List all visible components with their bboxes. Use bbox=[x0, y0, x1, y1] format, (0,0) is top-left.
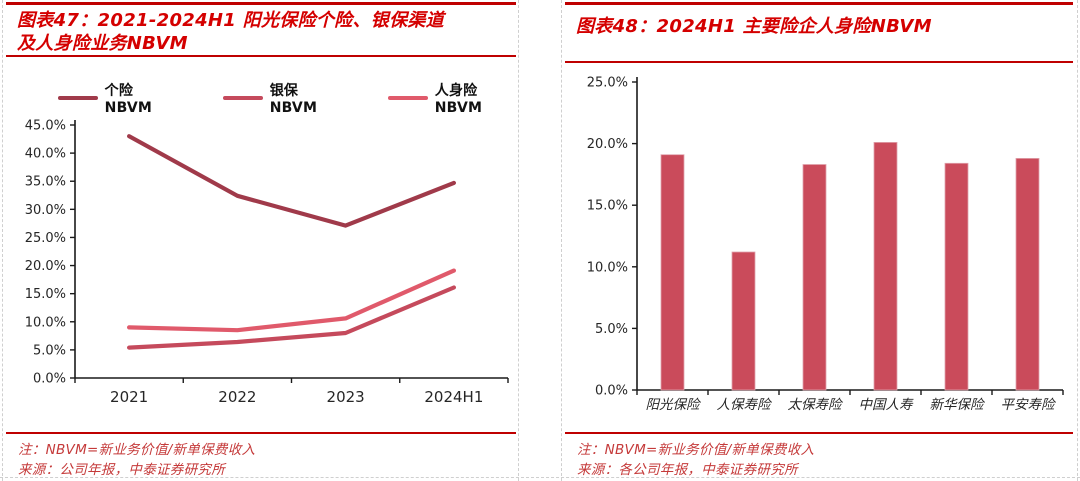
legend-label: 银保NBVM bbox=[269, 83, 318, 116]
legend-label: 个险NBVM bbox=[104, 83, 153, 116]
bar-4 bbox=[944, 162, 969, 391]
bar-1 bbox=[731, 251, 756, 391]
note-text: 注：NBVM=新业务价值/新单保费收入 bbox=[18, 442, 256, 458]
grid-guide-right bbox=[1077, 0, 1078, 481]
legend-line-swatch bbox=[223, 96, 263, 100]
x-tick-label: 平安寿险 bbox=[1001, 397, 1056, 413]
y-tick-label: 0.0% bbox=[33, 372, 66, 387]
figure-48-panel: 图表48：2024H1 主要险企人身险NBVM 0.0% 5.0% 10.0% 15.… bbox=[565, 0, 1073, 478]
x-tick-label: 新华保险 bbox=[930, 397, 985, 413]
y-tick-label: 20.0% bbox=[25, 259, 66, 274]
figure-47-title: 图表47：2021-2024H1 阳光保险个险、银保渠道 及人身险业务NBVM bbox=[17, 9, 510, 55]
y-tick-label: 10.0% bbox=[587, 260, 628, 275]
y-tick-label: 25.0% bbox=[25, 231, 66, 246]
legend-label: 人身险NBVM bbox=[434, 83, 483, 116]
grid-guide-left bbox=[2, 0, 3, 481]
series-line-1 bbox=[126, 285, 456, 350]
bar-0 bbox=[660, 154, 685, 391]
y-tick-label: 5.0% bbox=[33, 343, 66, 358]
source-text: 来源：各公司年报，中泰证券研究所 bbox=[577, 462, 798, 478]
legend-item-1: 银保NBVM bbox=[223, 80, 338, 116]
y-tick-label: 25.0% bbox=[587, 76, 628, 91]
chart-legend: 个险NBVM 银保NBVM 人身险NBVM bbox=[58, 80, 516, 116]
legend-line-swatch bbox=[388, 96, 428, 100]
figure-47-title-line2: 及人身险业务NBVM bbox=[17, 33, 188, 54]
x-tick-label: 太保寿险 bbox=[788, 397, 843, 413]
legend-item-2: 人身险NBVM bbox=[388, 80, 516, 116]
y-tick-label: 45.0% bbox=[25, 119, 66, 134]
x-tick-label: 人保寿险 bbox=[717, 397, 772, 413]
y-tick-label: 0.0% bbox=[595, 384, 628, 399]
x-tick-label: 2023 bbox=[327, 388, 365, 406]
title-underline-rule bbox=[6, 55, 516, 57]
figure-48-title: 图表48：2024H1 主要险企人身险NBVM bbox=[576, 15, 1067, 38]
note-divider-rule bbox=[565, 432, 1073, 434]
x-tick-label: 2022 bbox=[218, 388, 256, 406]
grid-guide-bottom bbox=[0, 477, 1080, 478]
grid-guide-mid-1 bbox=[518, 0, 519, 481]
panel-top-rule bbox=[565, 2, 1073, 5]
y-tick-label: 40.0% bbox=[25, 147, 66, 162]
y-tick-label: 15.0% bbox=[587, 199, 628, 214]
bar-5 bbox=[1015, 158, 1040, 391]
note-divider-rule bbox=[6, 432, 516, 434]
y-tick-label: 35.0% bbox=[25, 175, 66, 190]
x-tick-label: 2021 bbox=[110, 388, 148, 406]
x-tick-label: 2024H1 bbox=[424, 388, 483, 406]
line-chart-figure-47: 0.0% 5.0% 10.0% 15.0% 20.0% 25.0% 30.0% 35.0% 40… bbox=[25, 119, 509, 406]
y-tick-label: 30.0% bbox=[25, 203, 66, 218]
source-text: 来源：公司年报，中泰证券研究所 bbox=[18, 462, 225, 478]
bar-chart-figure-48: 0.0% 5.0% 10.0% 15.0% 20.0% 25.0% 阳光保险 人保寿险 太保寿险… bbox=[587, 76, 1064, 413]
figure-47-title-line1: 图表47：2021-2024H1 阳光保险个险、银保渠道 bbox=[17, 10, 444, 31]
bar-3 bbox=[873, 142, 898, 391]
grid-guide-mid-2 bbox=[561, 0, 562, 481]
x-tick-label: 中国人寿 bbox=[859, 397, 914, 413]
y-tick-label: 5.0% bbox=[595, 322, 628, 337]
figure-47-panel: 图表47：2021-2024H1 阳光保险个险、银保渠道 及人身险业务NBVM … bbox=[6, 0, 516, 478]
series-line-2 bbox=[126, 268, 456, 333]
legend-line-swatch bbox=[58, 96, 98, 100]
note-text: 注：NBVM=新业务价值/新单保费收入 bbox=[577, 442, 815, 458]
legend-item-0: 个险NBVM bbox=[58, 80, 173, 116]
bar-2 bbox=[802, 164, 827, 391]
y-tick-label: 15.0% bbox=[25, 287, 66, 302]
y-tick-label: 10.0% bbox=[25, 315, 66, 330]
panel-top-rule bbox=[6, 2, 516, 5]
x-tick-label: 阳光保险 bbox=[646, 397, 701, 413]
title-underline-rule bbox=[565, 61, 1073, 63]
y-tick-label: 20.0% bbox=[587, 137, 628, 152]
figure-48-title-line1: 图表48：2024H1 主要险企人身险NBVM bbox=[576, 16, 932, 37]
series-line-0 bbox=[126, 134, 456, 228]
